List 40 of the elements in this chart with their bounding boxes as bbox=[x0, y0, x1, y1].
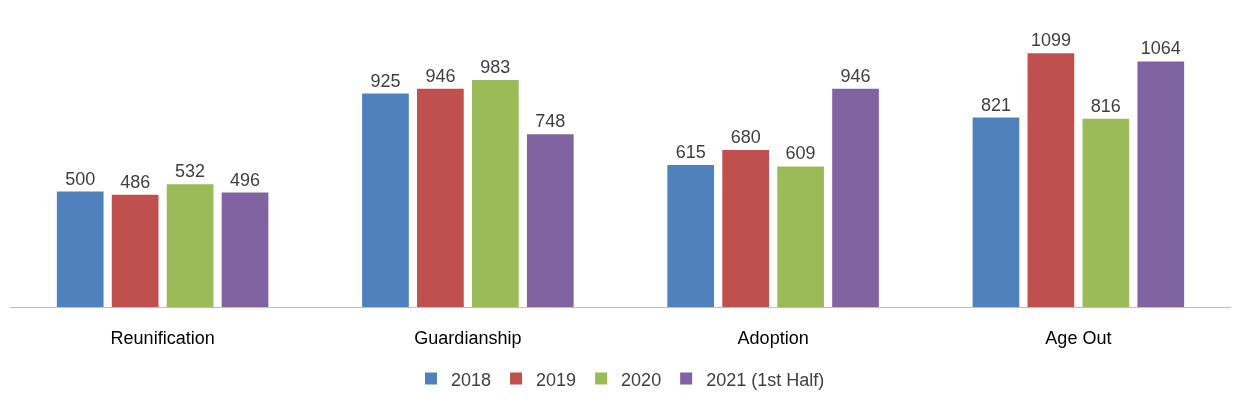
data-label: 496 bbox=[230, 169, 261, 190]
bar bbox=[362, 93, 409, 307]
x-tick-label: Age Out bbox=[1045, 327, 1112, 348]
bar bbox=[221, 192, 269, 307]
legend-label: 2020 bbox=[621, 369, 662, 390]
data-label: 946 bbox=[425, 65, 456, 86]
data-label: 748 bbox=[535, 111, 566, 132]
data-label: 983 bbox=[480, 57, 511, 78]
bar bbox=[417, 88, 464, 307]
data-label: 946 bbox=[840, 65, 871, 86]
bar bbox=[777, 166, 824, 307]
bar bbox=[832, 88, 879, 307]
x-tick-label: Reunification bbox=[110, 327, 215, 348]
legend-label: 2019 bbox=[536, 369, 577, 390]
bar bbox=[667, 165, 715, 307]
data-label: 532 bbox=[175, 161, 206, 182]
data-label: 816 bbox=[1090, 95, 1121, 116]
bar bbox=[526, 134, 574, 307]
data-label: 609 bbox=[785, 143, 816, 164]
legend-label: 2018 bbox=[451, 369, 492, 390]
bar bbox=[972, 117, 1020, 307]
bar bbox=[722, 150, 769, 307]
data-label: 925 bbox=[370, 70, 401, 91]
bar bbox=[56, 191, 104, 307]
data-label: 486 bbox=[120, 171, 151, 192]
bar bbox=[472, 80, 519, 307]
x-tick-label: Adoption bbox=[737, 327, 809, 348]
bar bbox=[1137, 61, 1185, 307]
bar bbox=[111, 194, 159, 307]
data-label: 680 bbox=[730, 127, 761, 148]
data-label: 500 bbox=[65, 168, 96, 189]
bar bbox=[166, 184, 214, 307]
bar bbox=[1027, 53, 1075, 307]
data-label: 1099 bbox=[1030, 30, 1071, 51]
data-label: 1064 bbox=[1140, 38, 1181, 59]
legend-label: 2021 (1st Half) bbox=[706, 369, 825, 390]
data-label: 821 bbox=[980, 94, 1011, 115]
bar bbox=[1082, 118, 1130, 307]
data-label: 615 bbox=[675, 142, 706, 163]
x-tick-label: Guardianship bbox=[414, 327, 522, 348]
